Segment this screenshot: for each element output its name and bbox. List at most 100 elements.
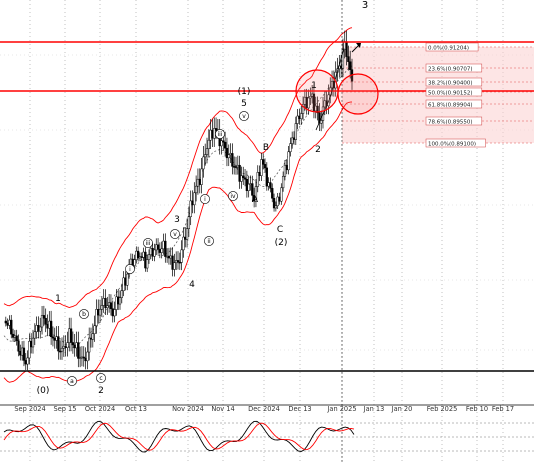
candle-body-1 — [4, 320, 7, 324]
candle-body-30 — [57, 336, 60, 352]
candle-body-67 — [124, 277, 127, 286]
x-tick-3: Oct 13 — [125, 405, 147, 413]
candle-body-15 — [30, 340, 33, 348]
wave-label-roman-iii-b-circle — [143, 238, 153, 248]
x-tick-10: Jan 20 — [391, 405, 413, 413]
wave-label-degree-1: (1) — [238, 87, 251, 97]
x-tick-7: Dec 13 — [288, 405, 311, 413]
candle-body-163 — [298, 115, 301, 120]
x-tick-4: Nov 2024 — [172, 405, 204, 413]
candle-body-39 — [73, 344, 76, 349]
candle-body-159 — [291, 137, 294, 144]
candle-body-64 — [118, 297, 122, 305]
candle-body-187 — [341, 49, 345, 69]
wave-connector-1 — [315, 97, 331, 131]
candle-body-124 — [227, 154, 230, 159]
fib-label-6: 100.0%(0.89100) — [428, 141, 476, 147]
candle-body-11 — [22, 347, 26, 361]
bollinger-upper — [3, 27, 353, 308]
x-tick-12: Feb 10 — [466, 405, 488, 413]
candle-body-76 — [140, 256, 143, 258]
candle-body-19 — [37, 325, 40, 332]
highlight-circle-current — [337, 73, 379, 115]
candle-body-58 — [107, 302, 111, 307]
candle-body-90 — [165, 255, 169, 258]
candle-body-84 — [155, 244, 158, 251]
candle-body-123 — [225, 147, 229, 159]
x-axis: Sep 2024 Sep 15 Oct 2024 Oct 13 Nov 2024 Nov … — [14, 405, 514, 413]
candle-body-9 — [19, 350, 22, 356]
candle-body-3 — [8, 319, 11, 326]
candle-body-25 — [48, 320, 51, 329]
candle-body-156 — [285, 164, 288, 171]
x-tick-11: Feb 2025 — [427, 405, 458, 413]
candle-body-130 — [238, 164, 241, 182]
candle-body-73 — [135, 250, 138, 261]
wave-label-impulse-1: 1 — [55, 294, 61, 304]
candle-body-37 — [69, 328, 73, 343]
candle-body-158 — [289, 143, 292, 153]
candle-body-72 — [133, 259, 136, 266]
candle-body-175 — [320, 120, 323, 124]
x-tick-1: Sep 15 — [54, 405, 77, 413]
wave-label-roman-iii: iii — [217, 131, 222, 138]
candle-body-26 — [49, 320, 53, 337]
candle-body-17 — [33, 331, 36, 339]
candle-body-14 — [28, 340, 31, 359]
candle-body-157 — [287, 151, 290, 171]
candle-body-24 — [46, 324, 49, 329]
candle-body-103 — [189, 200, 192, 218]
candle-body-85 — [156, 244, 160, 250]
candle-body-80 — [147, 254, 151, 260]
candle-body-50 — [93, 325, 96, 335]
osc-series-signal — [3, 422, 355, 451]
x-tick-5: Nov 14 — [211, 405, 234, 413]
candle-body-107 — [196, 178, 200, 187]
candle-body-169 — [309, 96, 312, 99]
candle-body-44 — [82, 356, 85, 359]
candle-body-110 — [202, 156, 205, 170]
candle-body-31 — [59, 350, 62, 353]
candle-body-12 — [24, 360, 27, 365]
candle-body-34 — [64, 345, 67, 348]
candle-body-162 — [296, 115, 299, 124]
wave-label-impulse-4: 4 — [189, 280, 195, 290]
candle-body-121 — [222, 140, 225, 143]
candle-body-82 — [151, 247, 154, 257]
candle-body-16 — [31, 337, 35, 348]
wave-label-roman-iv: iv — [230, 193, 236, 200]
candle-body-23 — [44, 317, 47, 325]
candle-body-141 — [258, 172, 261, 176]
candle-body-49 — [91, 333, 94, 340]
wave-label-impulse-3: 3 — [174, 215, 180, 225]
candle-body-5 — [11, 333, 15, 338]
candle-body-151 — [276, 196, 279, 207]
x-tick-13: Feb 17 — [492, 405, 514, 413]
fib-label-box-1 — [425, 63, 483, 73]
candle-body-29 — [55, 336, 58, 341]
candle-body-104 — [191, 200, 194, 206]
x-tick-0: Sep 2024 — [14, 405, 45, 413]
candle-body-18 — [35, 325, 38, 333]
candle-body-21 — [40, 315, 44, 328]
candle-body-116 — [213, 128, 216, 139]
wave-label-roman-iii-b: iii — [145, 240, 150, 247]
fibonacci-labels: 0.0%(0.91204) 23.6%(0.90707) 38.2%(0.90400… — [425, 42, 486, 147]
candle-body-55 — [102, 298, 105, 306]
wave-label-minor-c: c — [99, 375, 102, 382]
wave-label-roman-ii-circle — [204, 236, 214, 246]
candle-body-53 — [98, 309, 102, 316]
wave-label-roman-v-b-circle — [170, 229, 180, 239]
candle-body-105 — [193, 192, 196, 206]
wave-label-roman-v: v — [242, 113, 246, 120]
candle-body-32 — [60, 347, 64, 352]
candle-body-41 — [77, 342, 80, 359]
candle-body-108 — [198, 178, 201, 185]
candle-body-125 — [229, 153, 232, 156]
candle-body-28 — [53, 337, 56, 341]
candle-body-62 — [115, 296, 118, 310]
candle-body-87 — [160, 248, 163, 253]
candle-body-99 — [182, 236, 185, 251]
wave-label-roman-i-b: i — [129, 266, 131, 273]
candle-body-142 — [260, 159, 263, 176]
